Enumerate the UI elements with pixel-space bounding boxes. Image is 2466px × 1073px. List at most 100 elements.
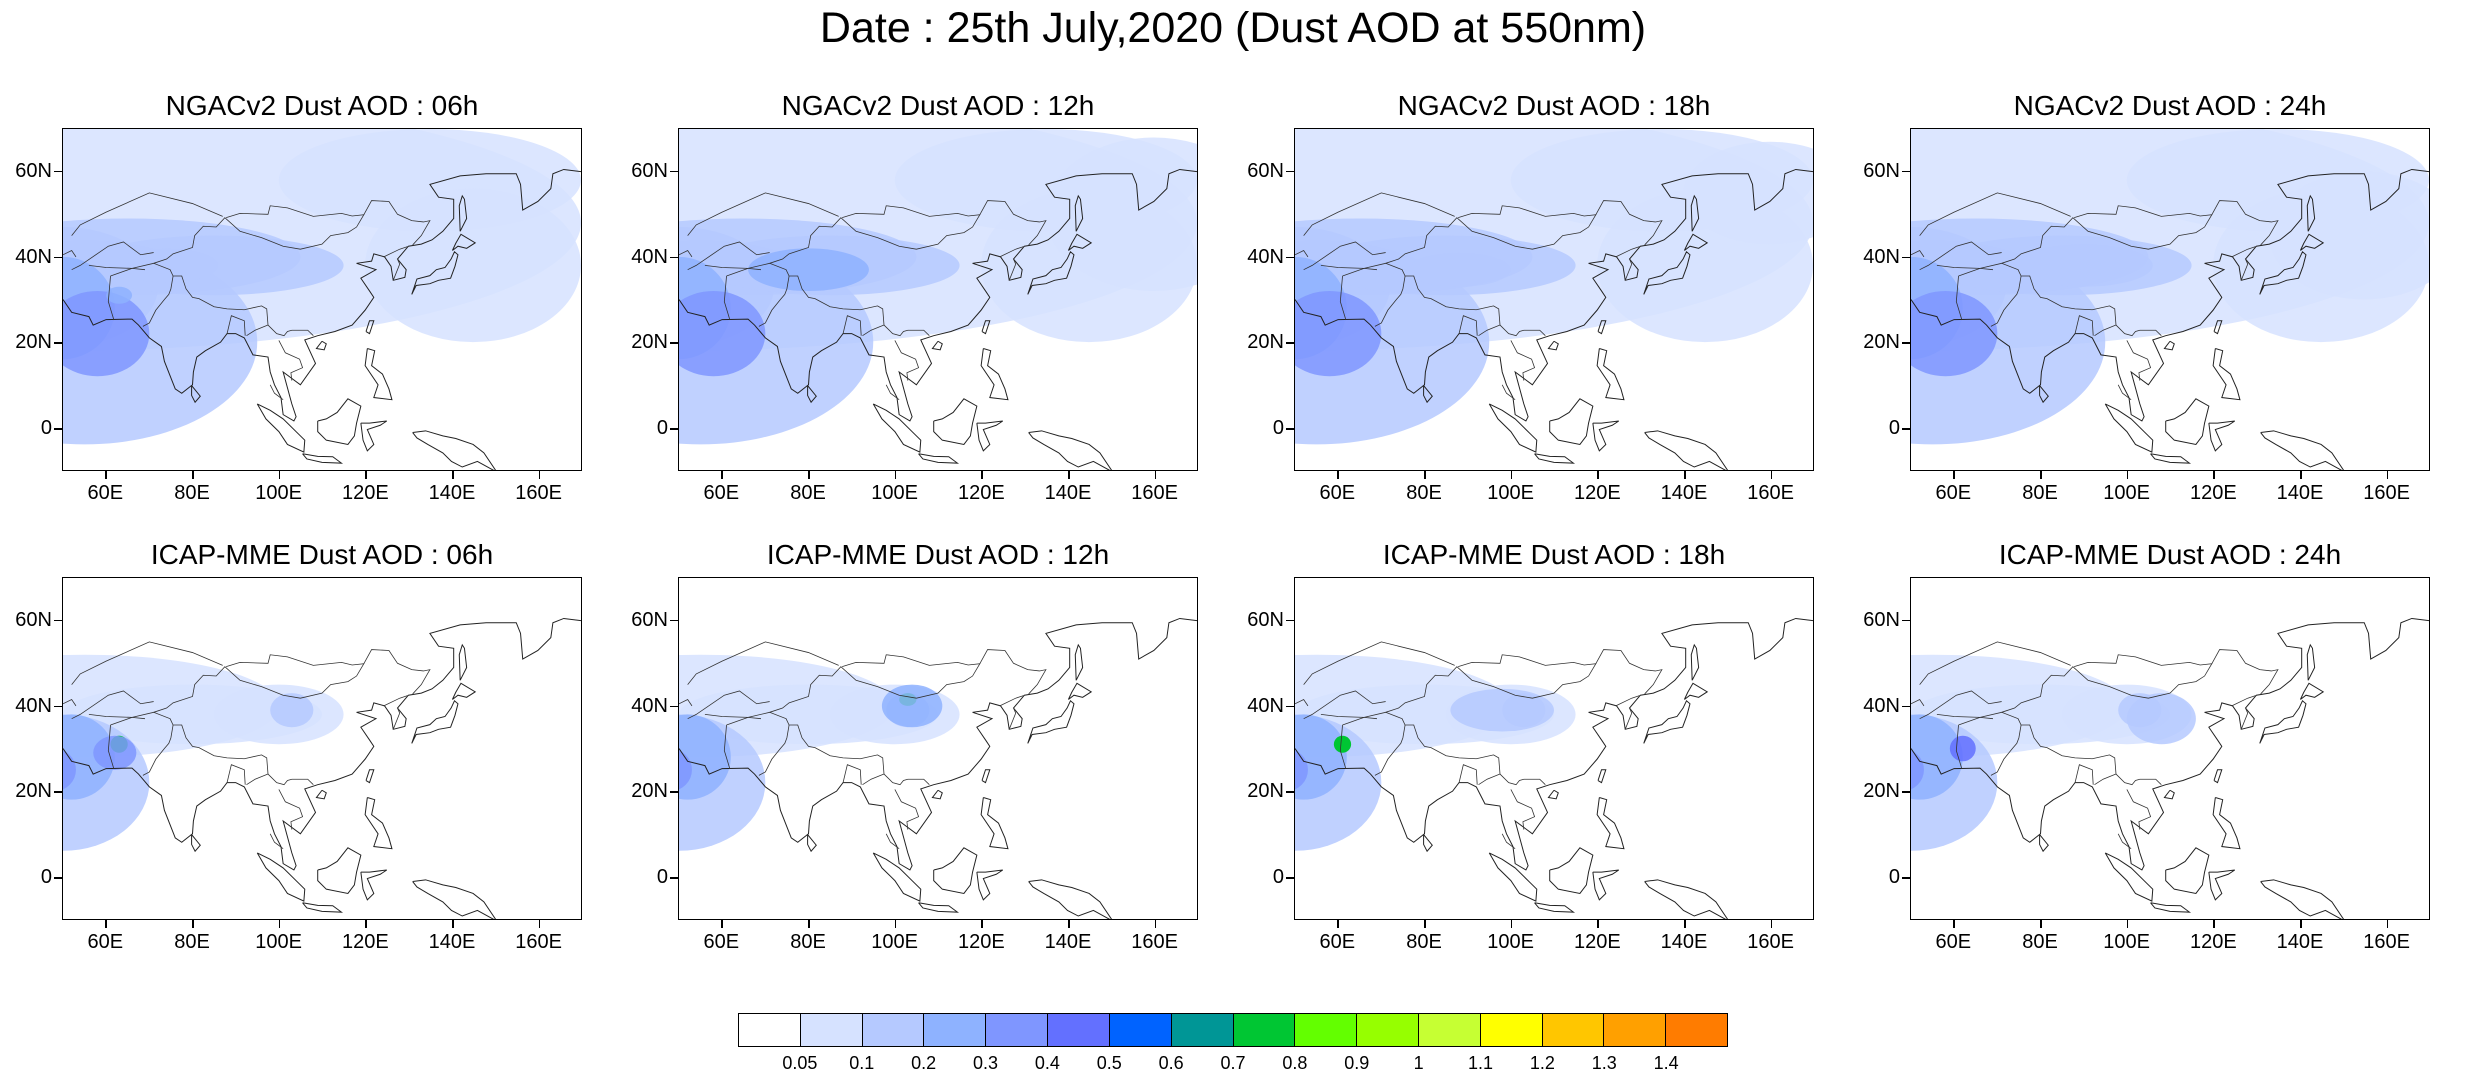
country-border [383, 695, 408, 707]
panel-title: NGACv2 Dust AOD : 18h [1397, 90, 1711, 121]
dust-aod-region [270, 693, 314, 728]
coastline [2150, 902, 2192, 913]
lon-tick [192, 920, 194, 928]
panel-title: ICAP-MME Dust AOD : 24h [1998, 539, 2342, 570]
country-border [1615, 695, 1640, 707]
coastline [2213, 769, 2223, 784]
dust-aod-region [1295, 714, 1347, 800]
lon-tick [365, 920, 367, 928]
dust-aod-map [678, 577, 1198, 920]
country-border [1374, 275, 1406, 327]
coastline [451, 682, 477, 700]
coastline [365, 320, 375, 335]
colorbar-label: 1.3 [1591, 1053, 1617, 1073]
coastline [2299, 682, 2325, 700]
country-border [153, 654, 365, 713]
lon-tick-label: 60E [87, 931, 124, 953]
lat-tick [1286, 705, 1294, 708]
lat-tick-label: 20N [631, 331, 668, 354]
lon-tick [2126, 920, 2129, 928]
coastline [1074, 194, 1084, 232]
coastline [412, 430, 497, 470]
panel-title: NGACv2 Dust AOD : 24h [2013, 90, 2327, 121]
lon-tick-label: 160E [515, 482, 563, 504]
coastline [1644, 879, 1729, 919]
country-border [1320, 265, 1378, 271]
country-border [1385, 654, 1597, 713]
colorbar-swatch [800, 1014, 863, 1046]
lat-tick [670, 428, 678, 430]
country-border [1624, 258, 1633, 281]
country-border [687, 192, 839, 236]
country-border [842, 315, 862, 336]
figure-title: Date : 25th July,2020 (Dust AOD at 550nm… [819, 4, 1647, 52]
lat-tick [1286, 342, 1294, 344]
coastline [1643, 250, 1691, 295]
lat-tick [1286, 428, 1294, 430]
map-panel: NGACv2 Dust AOD : 06h 60N 40N 20N 0 60E 80E 100… [0, 88, 620, 538]
country-border [153, 205, 365, 264]
colorbar-label: 1.2 [1529, 1053, 1555, 1073]
dust-aod-region [2126, 693, 2196, 745]
coastline [1549, 847, 1594, 894]
coastline [2163, 340, 2175, 351]
country-border [226, 764, 246, 785]
coastline [302, 453, 344, 464]
coastline [2259, 699, 2307, 744]
coastline [1534, 902, 1576, 913]
lon-tick-label: 120E [2189, 482, 2237, 504]
lon-tick [1684, 920, 1686, 928]
country-border [1458, 764, 1478, 785]
lon-tick [452, 471, 454, 479]
lon-tick-label: 100E [255, 931, 303, 953]
coastline [191, 834, 201, 853]
coastline [2306, 643, 2316, 681]
colorbar-label: 1.1 [1467, 1053, 1494, 1073]
coastline [1549, 398, 1594, 445]
country-border [687, 641, 839, 685]
country-border [894, 340, 920, 381]
coastline [302, 902, 344, 913]
lat-tick [1286, 877, 1294, 879]
lon-tick [1953, 920, 1955, 928]
colorbar-swatch [1295, 1014, 1358, 1046]
panel-title: NGACv2 Dust AOD : 12h [781, 90, 1095, 121]
coastline [976, 869, 1004, 901]
colorbar-label: 0.2 [911, 1053, 937, 1073]
dust-aod-region [1407, 252, 1511, 287]
colorbar-label: 0.9 [1344, 1053, 1370, 1073]
lat-tick [1902, 256, 1910, 259]
coastline [679, 168, 1197, 422]
lon-tick [2040, 471, 2042, 479]
country-border [1510, 789, 1536, 830]
dust-aod-region [1333, 735, 1352, 753]
panel-title: ICAP-MME Dust AOD : 18h [1382, 539, 1726, 570]
lon-tick-label: 80E [174, 931, 210, 953]
map-panel: ICAP-MME Dust AOD : 24h 60N 40N 20N 0 60E 80E 1… [1848, 537, 2466, 987]
lon-tick-label: 80E [1406, 482, 1442, 504]
country-border [2126, 340, 2152, 381]
colorbar-label: 1.4 [1653, 1053, 1679, 1073]
lon-tick [1154, 920, 1157, 928]
lat-tick-label: 40N [1863, 245, 1900, 268]
lon-tick-label: 100E [871, 482, 919, 504]
lon-tick-label: 140E [2276, 931, 2324, 953]
lat-tick-label: 40N [1863, 694, 1900, 717]
coastline [1547, 340, 1559, 351]
lat-tick [54, 791, 62, 793]
lon-tick [721, 920, 723, 928]
lat-tick [670, 342, 678, 344]
country-border [1595, 649, 1663, 695]
country-border [110, 711, 269, 786]
coastline [364, 348, 393, 401]
lat-tick-label: 0 [40, 866, 52, 889]
country-border [267, 773, 314, 786]
lon-tick [894, 920, 897, 928]
lon-tick [192, 471, 194, 479]
lat-tick-label: 20N [1863, 780, 1900, 803]
lon-tick [1770, 920, 1773, 928]
dust-aod-region [881, 684, 943, 728]
country-border [999, 695, 1024, 707]
dust-aod-region [93, 735, 137, 770]
country-border [979, 200, 1047, 246]
